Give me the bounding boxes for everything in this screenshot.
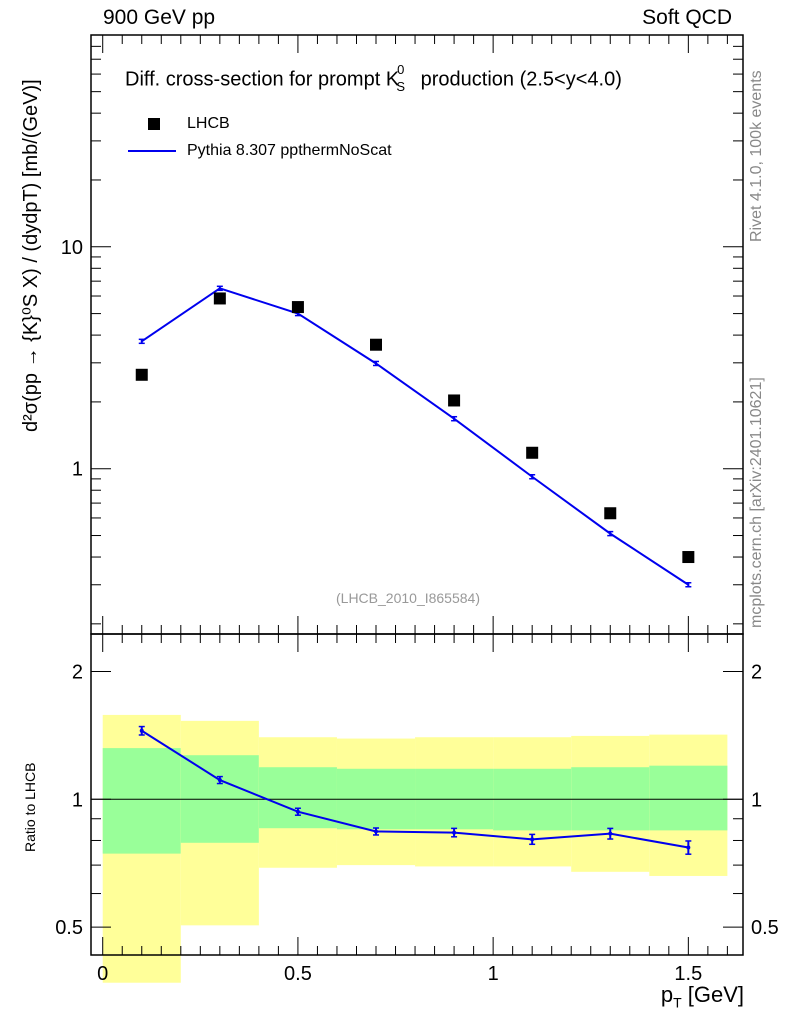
main-title: Diff. cross-section for prompt K0S produ…: [125, 62, 622, 94]
ratio-series-line: [141, 729, 689, 849]
ratio-point: [374, 829, 379, 834]
ratio-point: [608, 831, 613, 836]
ratio-point: [217, 778, 222, 783]
x-tick-label: 1: [488, 963, 499, 985]
x-axis-title: pT [GeV]: [660, 982, 744, 1011]
ratio-point: [452, 830, 457, 835]
legend-pythia-label: Pythia 8.307 ppthermNoScat: [187, 142, 392, 159]
header-collision-label: 900 GeV pp: [103, 6, 216, 29]
legend-lhcb-label: LHCB: [187, 115, 230, 132]
lhcb-data-point: [213, 292, 226, 305]
ratio-inner-band: [102, 748, 181, 854]
lhcb-data-point: [370, 338, 383, 351]
lhcb-data-point: [526, 446, 539, 459]
ratio-y-tick-label-left: 1: [72, 789, 83, 811]
main-y-tick-label: 1: [72, 459, 83, 481]
lhcb-data-point: [604, 507, 617, 520]
ratio-y-tick-label-right: 0.5: [751, 917, 779, 939]
ratio-point: [139, 728, 144, 733]
x-tick-label: 0: [97, 963, 108, 985]
ratio-y-tick-label-right: 2: [751, 661, 762, 683]
main-y-axis-title: d²σ(pp → {K}⁰S X) / (dydpT) [mb/(GeV)]: [20, 79, 42, 432]
x-tick-label: 1.5: [674, 963, 702, 985]
header-category-label: Soft QCD: [642, 6, 732, 29]
ratio-y-axis-title: Ratio to LHCB: [22, 762, 38, 852]
ratio-point: [530, 837, 535, 842]
analysis-id-annotation: (LHCB_2010_I865584): [336, 590, 480, 606]
x-tick-label: 0.5: [284, 963, 312, 985]
ratio-inner-band: [649, 765, 728, 831]
lhcb-data-point: [135, 368, 148, 381]
ratio-y-tick-label-left: 2: [72, 661, 83, 683]
ratio-y-tick-label-right: 1: [751, 789, 762, 811]
lhcb-data-point: [448, 394, 461, 407]
main-y-tick-label: 10: [61, 237, 83, 259]
lhcb-data-point: [682, 551, 695, 564]
legend-lhcb-marker: [148, 118, 160, 130]
ratio-y-tick-label-left: 0.5: [55, 917, 83, 939]
ratio-inner-band: [571, 767, 650, 831]
mc-series-line: [141, 287, 689, 586]
ratio-frame: [90, 633, 744, 956]
lhcb-data-point: [291, 301, 304, 314]
ratio-point: [686, 845, 691, 850]
ratio-point: [295, 809, 300, 814]
